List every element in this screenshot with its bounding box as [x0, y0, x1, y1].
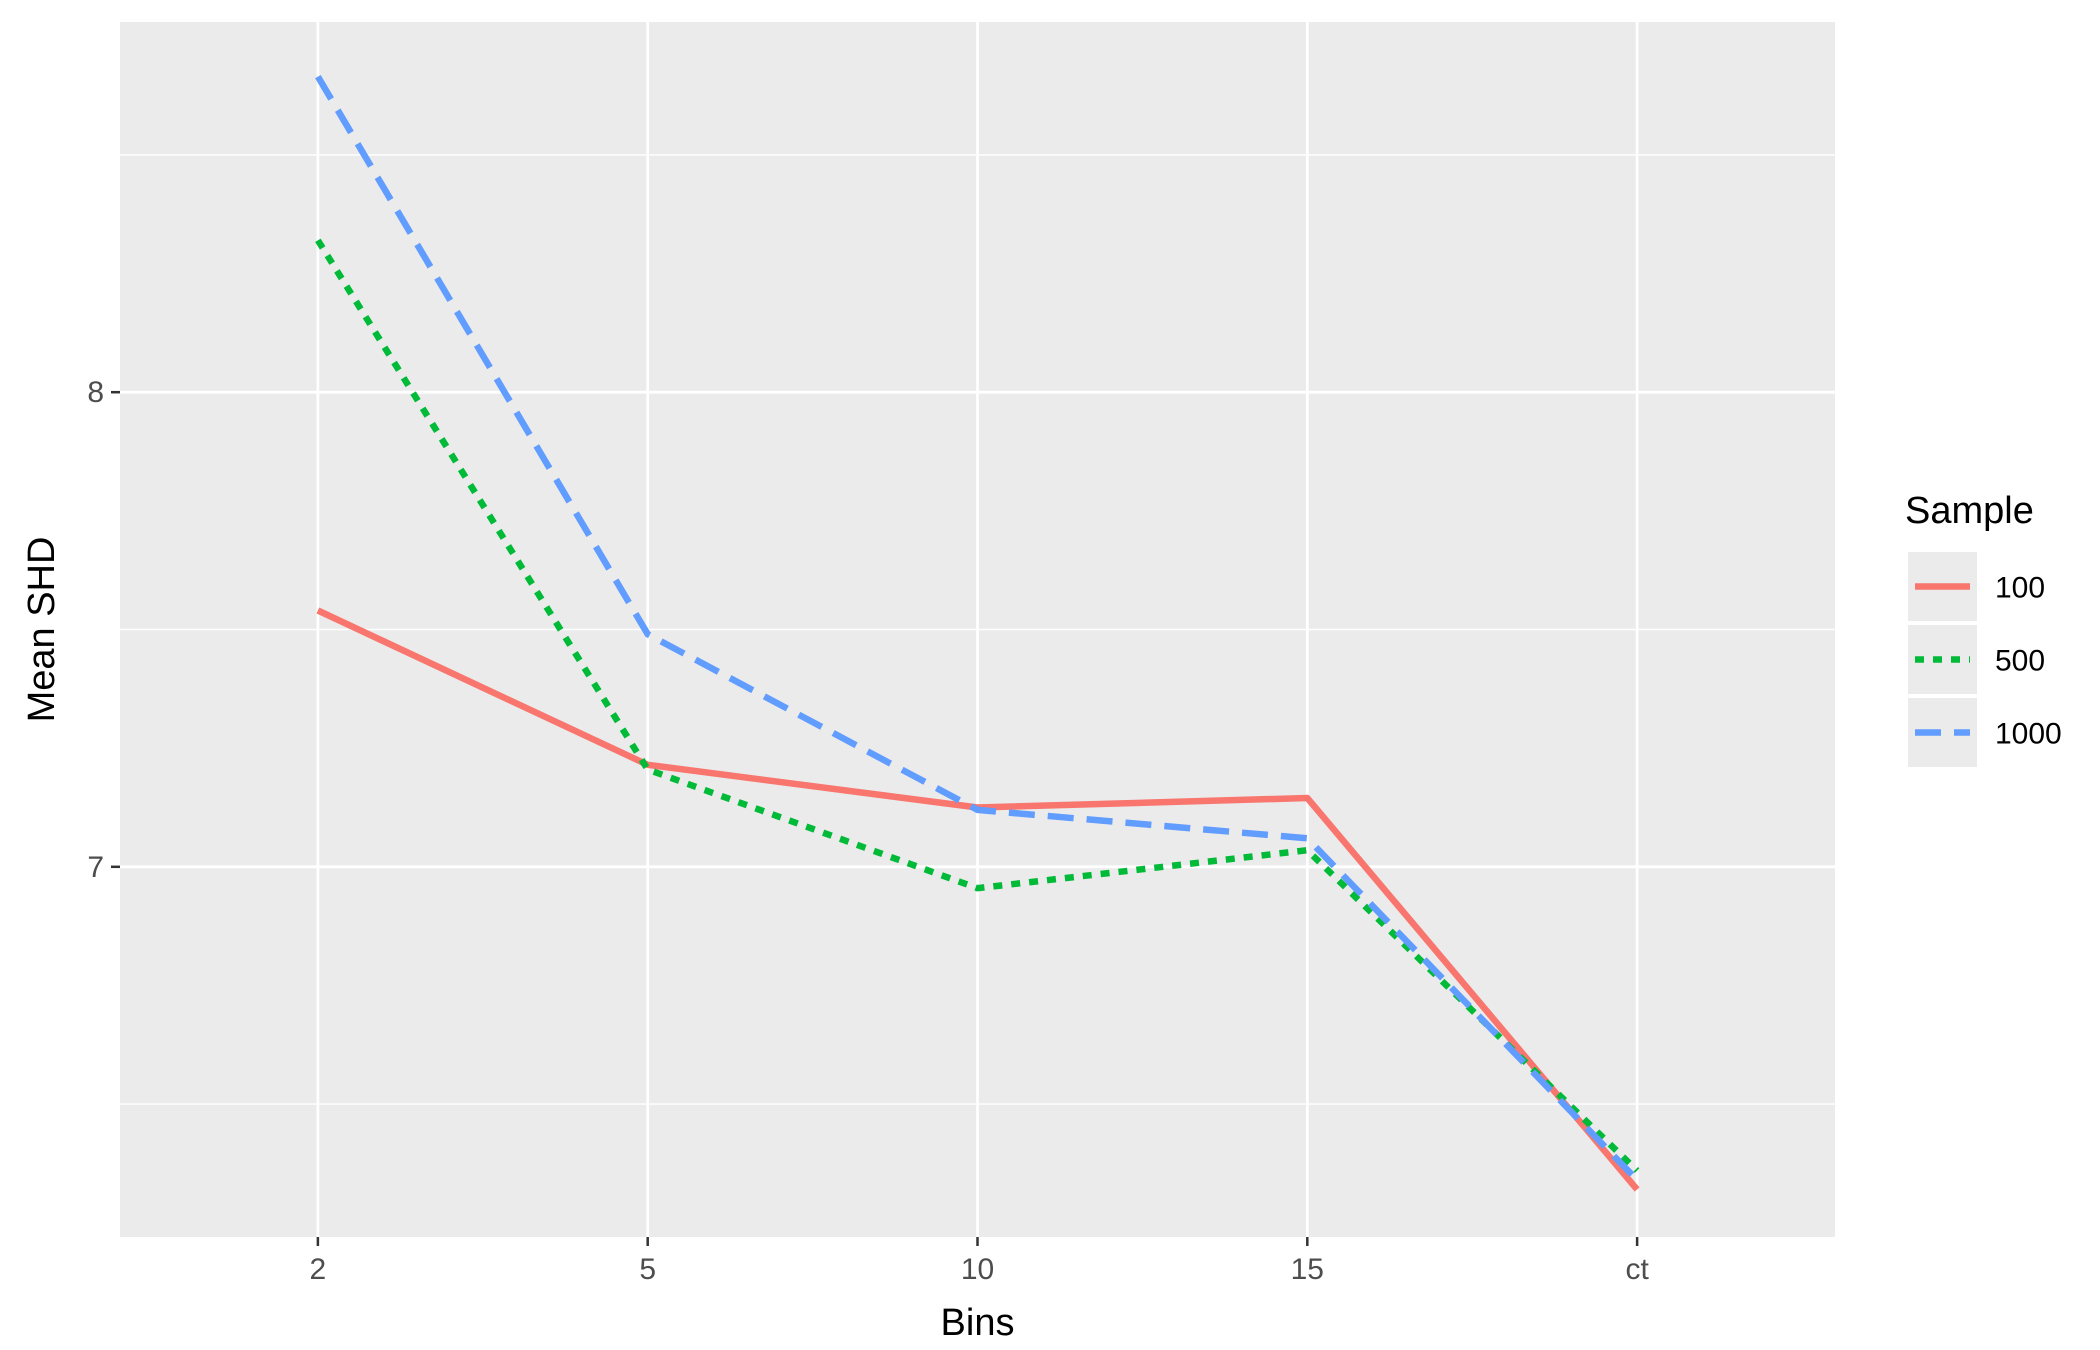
x-axis: 2 5 10 15 ct: [310, 1237, 1649, 1286]
legend-label: 1000: [1995, 718, 2062, 751]
legend-label: 100: [1995, 572, 2045, 605]
x-tick-label: ct: [1625, 1253, 1649, 1286]
legend-title: Sample: [1905, 490, 2034, 532]
legend-label: 500: [1995, 645, 2045, 678]
series-layer: [315, 74, 1640, 1192]
x-tick-label: 10: [961, 1253, 994, 1286]
y-axis-title: Mean SHD: [21, 537, 63, 723]
x-tick-label: 15: [1291, 1253, 1324, 1286]
y-axis: 78: [87, 376, 120, 884]
major-gridlines: [120, 22, 1835, 1237]
series-line-1000: [315, 74, 1640, 1183]
y-tick-label: 8: [87, 376, 104, 409]
legend: Sample 100 500 1000: [1905, 490, 2062, 767]
x-axis-title: Bins: [941, 1302, 1015, 1344]
y-tick-label: 7: [87, 851, 104, 884]
series-line-500: [315, 238, 1640, 1173]
x-tick-label: 2: [310, 1253, 327, 1286]
x-tick-label: 5: [639, 1253, 656, 1286]
